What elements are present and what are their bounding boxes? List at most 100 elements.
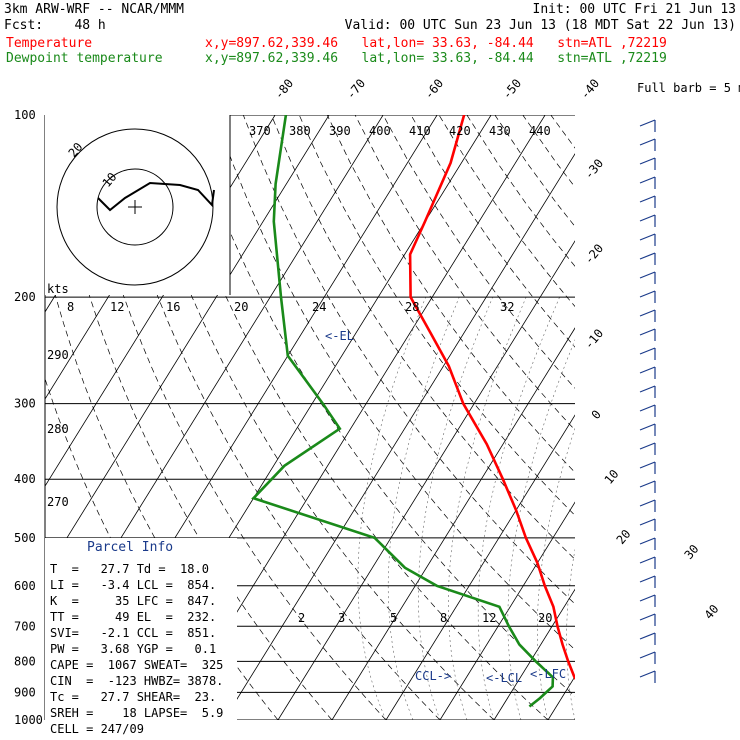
mixing-ratio-label: 12 bbox=[482, 611, 496, 625]
isotherm-line bbox=[439, 501, 575, 720]
theta-label: 370 bbox=[249, 124, 271, 138]
pressure-tick-label: 600 bbox=[14, 579, 36, 593]
mixing-ratio-label: 8 bbox=[67, 300, 74, 314]
model-title: 3km ARW-WRF -- NCAR/MMM bbox=[4, 2, 185, 17]
wind-barb-flag bbox=[639, 480, 656, 488]
parcel-row: LI = -3.4 LCL = 854. bbox=[50, 578, 217, 592]
dry-adiabat bbox=[691, 115, 740, 720]
left-theta-label: 270 bbox=[47, 495, 69, 509]
mixing-ratio-label: 24 bbox=[312, 300, 326, 314]
dry-adiabat bbox=[159, 115, 549, 720]
wind-barb-flag bbox=[639, 537, 656, 545]
ccl-annotation: CCL-> bbox=[415, 669, 451, 683]
dry-adiabat bbox=[47, 115, 333, 720]
temperature-location: x,y=897.62,339.46 lat,lon= 33.63, -84.44… bbox=[205, 36, 667, 51]
dewpoint-legend: Dewpoint temperature bbox=[6, 51, 163, 66]
mixing-ratio-label: 32 bbox=[500, 300, 514, 314]
moist-adiabat bbox=[387, 296, 460, 720]
dry-adiabat bbox=[550, 115, 575, 149]
parcel-info-title: Parcel Info bbox=[87, 540, 174, 555]
wind-barb-flag bbox=[639, 404, 656, 412]
mixing-ratio-label: 3 bbox=[338, 611, 345, 625]
wind-barb-flag bbox=[639, 271, 656, 279]
dry-adiabat bbox=[663, 115, 740, 720]
isotherm-line bbox=[710, 115, 740, 720]
theta-label: 380 bbox=[289, 124, 311, 138]
theta-label: 440 bbox=[529, 124, 551, 138]
pressure-tick-label: 800 bbox=[14, 654, 36, 668]
pressure-tick-label: 400 bbox=[14, 472, 36, 486]
isotherm-right-label: 10 bbox=[602, 467, 622, 487]
theta-label: 420 bbox=[449, 124, 471, 138]
mixing-ratio-label: 5 bbox=[390, 611, 397, 625]
wind-barb-flag bbox=[639, 119, 656, 127]
mixing-ratio-label: 28 bbox=[405, 300, 419, 314]
valid-time: Valid: 00 UTC Sun 23 Jun 13 (18 MDT Sat … bbox=[344, 18, 736, 33]
wind-barb-flag bbox=[639, 499, 656, 507]
isotherm-line bbox=[656, 115, 740, 720]
isotherm-line bbox=[277, 240, 575, 720]
dry-adiabat bbox=[607, 115, 740, 720]
wind-barb-flag bbox=[639, 252, 656, 260]
parcel-row: TT = 49 EL = 232. bbox=[50, 610, 217, 624]
isotherm-right-label: -10 bbox=[582, 326, 607, 352]
dry-adiabat bbox=[242, 115, 575, 605]
init-time: Init: 00 UTC Fri 21 Jun 13 bbox=[532, 2, 737, 17]
pressure-tick-label: 200 bbox=[14, 290, 36, 304]
parcel-info-box: Parcel Info T = 27.7 Td = 18.0 LI = -3.4… bbox=[45, 538, 237, 736]
pressure-tick-label: 900 bbox=[14, 685, 36, 699]
pressure-tick-label: 300 bbox=[14, 397, 36, 411]
isotherm-right-label: -20 bbox=[582, 241, 607, 267]
left-theta-label: 290 bbox=[47, 348, 69, 362]
lfc-annotation: <-LFC bbox=[530, 667, 566, 681]
dry-adiabat bbox=[719, 115, 740, 720]
dry-adiabat bbox=[522, 115, 575, 188]
dry-adiabat bbox=[410, 115, 575, 348]
wind-barb-flag bbox=[639, 556, 656, 564]
parcel-row: CIN = -123 HWBZ= 3878. bbox=[50, 674, 224, 688]
hodograph-trace bbox=[97, 181, 215, 212]
isotherm-line bbox=[45, 115, 330, 574]
dry-adiabat bbox=[270, 115, 575, 560]
wind-barb-flag bbox=[639, 233, 656, 241]
dewpoint-location: x,y=897.62,339.46 lat,lon= 33.63, -84.44… bbox=[205, 51, 667, 66]
hodograph-unit-label: kts bbox=[47, 282, 69, 296]
isotherm-right-label: 30 bbox=[682, 542, 702, 562]
theta-label: 390 bbox=[329, 124, 351, 138]
theta-label: 430 bbox=[489, 124, 511, 138]
moist-adiabat bbox=[566, 548, 575, 720]
mixing-ratio-label: 16 bbox=[166, 300, 180, 314]
parcel-row: T = 27.7 Td = 18.0 bbox=[50, 562, 209, 576]
wind-barb-flag bbox=[639, 328, 656, 336]
isotherm-line bbox=[602, 115, 740, 720]
wind-barb-flag bbox=[639, 575, 656, 583]
wind-barb-flag bbox=[639, 632, 656, 640]
hodograph-bg bbox=[45, 115, 230, 295]
wind-barb-flag bbox=[639, 157, 656, 165]
wind-barb-flag bbox=[639, 423, 656, 431]
dry-adiabat bbox=[635, 115, 740, 720]
isotherm-line bbox=[331, 327, 575, 720]
dry-adiabat bbox=[438, 115, 575, 307]
mixing-ratio-label: 8 bbox=[440, 611, 447, 625]
dry-adiabat bbox=[215, 115, 575, 651]
isotherm-right-label: 20 bbox=[614, 527, 634, 547]
pressure-tick-label: 100 bbox=[14, 108, 36, 122]
isotherm-line bbox=[223, 153, 575, 720]
wind-barb-flag bbox=[639, 613, 656, 621]
mixing-ratio-label: 20 bbox=[234, 300, 248, 314]
wind-barb-flag bbox=[639, 347, 656, 355]
wind-barb-flag bbox=[639, 176, 656, 184]
wind-barb-flag bbox=[639, 366, 656, 374]
wind-barb-flag bbox=[639, 670, 656, 678]
hodograph-ring-outer bbox=[56, 128, 214, 286]
parcel-row: SREH = 18 LAPSE= 5.9 bbox=[50, 706, 224, 720]
hodograph-ring-inner bbox=[96, 168, 174, 246]
wind-barb-flag bbox=[639, 385, 656, 393]
dry-adiabat bbox=[131, 115, 495, 720]
plot-area bbox=[45, 115, 740, 720]
wind-barb-legend: Full barb = 5 m s-1 bbox=[637, 81, 740, 95]
pressure-tick-label: 1000 bbox=[14, 713, 43, 727]
dry-adiabat bbox=[75, 115, 387, 720]
